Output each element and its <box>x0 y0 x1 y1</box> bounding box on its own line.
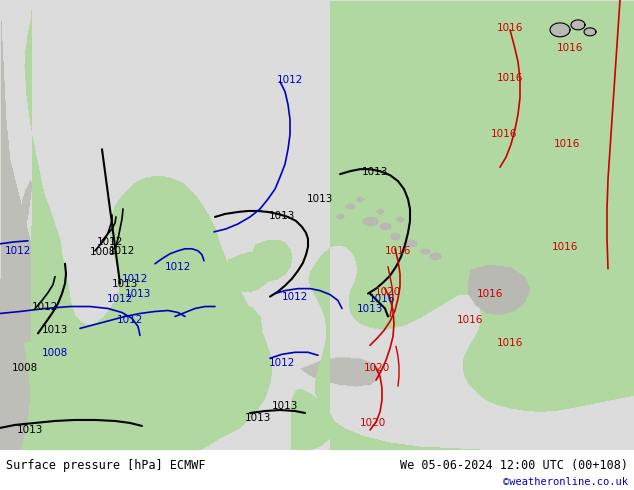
Text: 1013: 1013 <box>307 194 333 204</box>
Text: 1016: 1016 <box>552 242 578 252</box>
Text: 1013: 1013 <box>269 211 295 221</box>
Text: 1016: 1016 <box>557 43 583 53</box>
Text: 1016: 1016 <box>497 338 523 348</box>
Text: 1012: 1012 <box>117 316 143 325</box>
Text: 1020: 1020 <box>375 287 401 296</box>
Text: 1013: 1013 <box>112 279 138 289</box>
Text: 1012: 1012 <box>32 301 58 312</box>
Text: 1013: 1013 <box>272 401 298 411</box>
Text: 1020: 1020 <box>360 418 386 428</box>
Text: 1016: 1016 <box>497 23 523 33</box>
Text: 1012: 1012 <box>122 273 148 284</box>
Text: 1012: 1012 <box>269 358 295 368</box>
Text: 1013: 1013 <box>357 303 383 314</box>
Text: 1012: 1012 <box>109 246 135 256</box>
Text: 1016: 1016 <box>497 73 523 83</box>
Text: 1008: 1008 <box>42 348 68 358</box>
Text: 1013: 1013 <box>362 167 388 177</box>
Text: 1012: 1012 <box>281 292 308 301</box>
Text: 1012: 1012 <box>107 294 133 303</box>
Text: 1016: 1016 <box>457 316 483 325</box>
Text: 1016: 1016 <box>385 246 411 256</box>
Text: 1012: 1012 <box>5 246 31 256</box>
Text: 1013: 1013 <box>125 289 151 298</box>
Text: 1012: 1012 <box>277 74 303 85</box>
Text: 1008: 1008 <box>90 247 116 257</box>
Text: 1012: 1012 <box>165 262 191 272</box>
Text: ©weatheronline.co.uk: ©weatheronline.co.uk <box>503 477 628 487</box>
Text: Surface pressure [hPa] ECMWF: Surface pressure [hPa] ECMWF <box>6 459 206 471</box>
Text: 1016: 1016 <box>491 129 517 139</box>
Text: 1008: 1008 <box>12 363 38 373</box>
Text: 1016: 1016 <box>554 139 580 149</box>
Text: We 05-06-2024 12:00 UTC (00+108): We 05-06-2024 12:00 UTC (00+108) <box>399 459 628 471</box>
Text: 1020: 1020 <box>364 363 390 373</box>
Text: 1016: 1016 <box>369 294 395 303</box>
Text: 1013: 1013 <box>245 413 271 423</box>
Text: 1016: 1016 <box>477 289 503 298</box>
Text: 1013: 1013 <box>42 325 68 335</box>
Text: 1013: 1013 <box>17 425 43 435</box>
Text: 1012: 1012 <box>97 237 123 247</box>
